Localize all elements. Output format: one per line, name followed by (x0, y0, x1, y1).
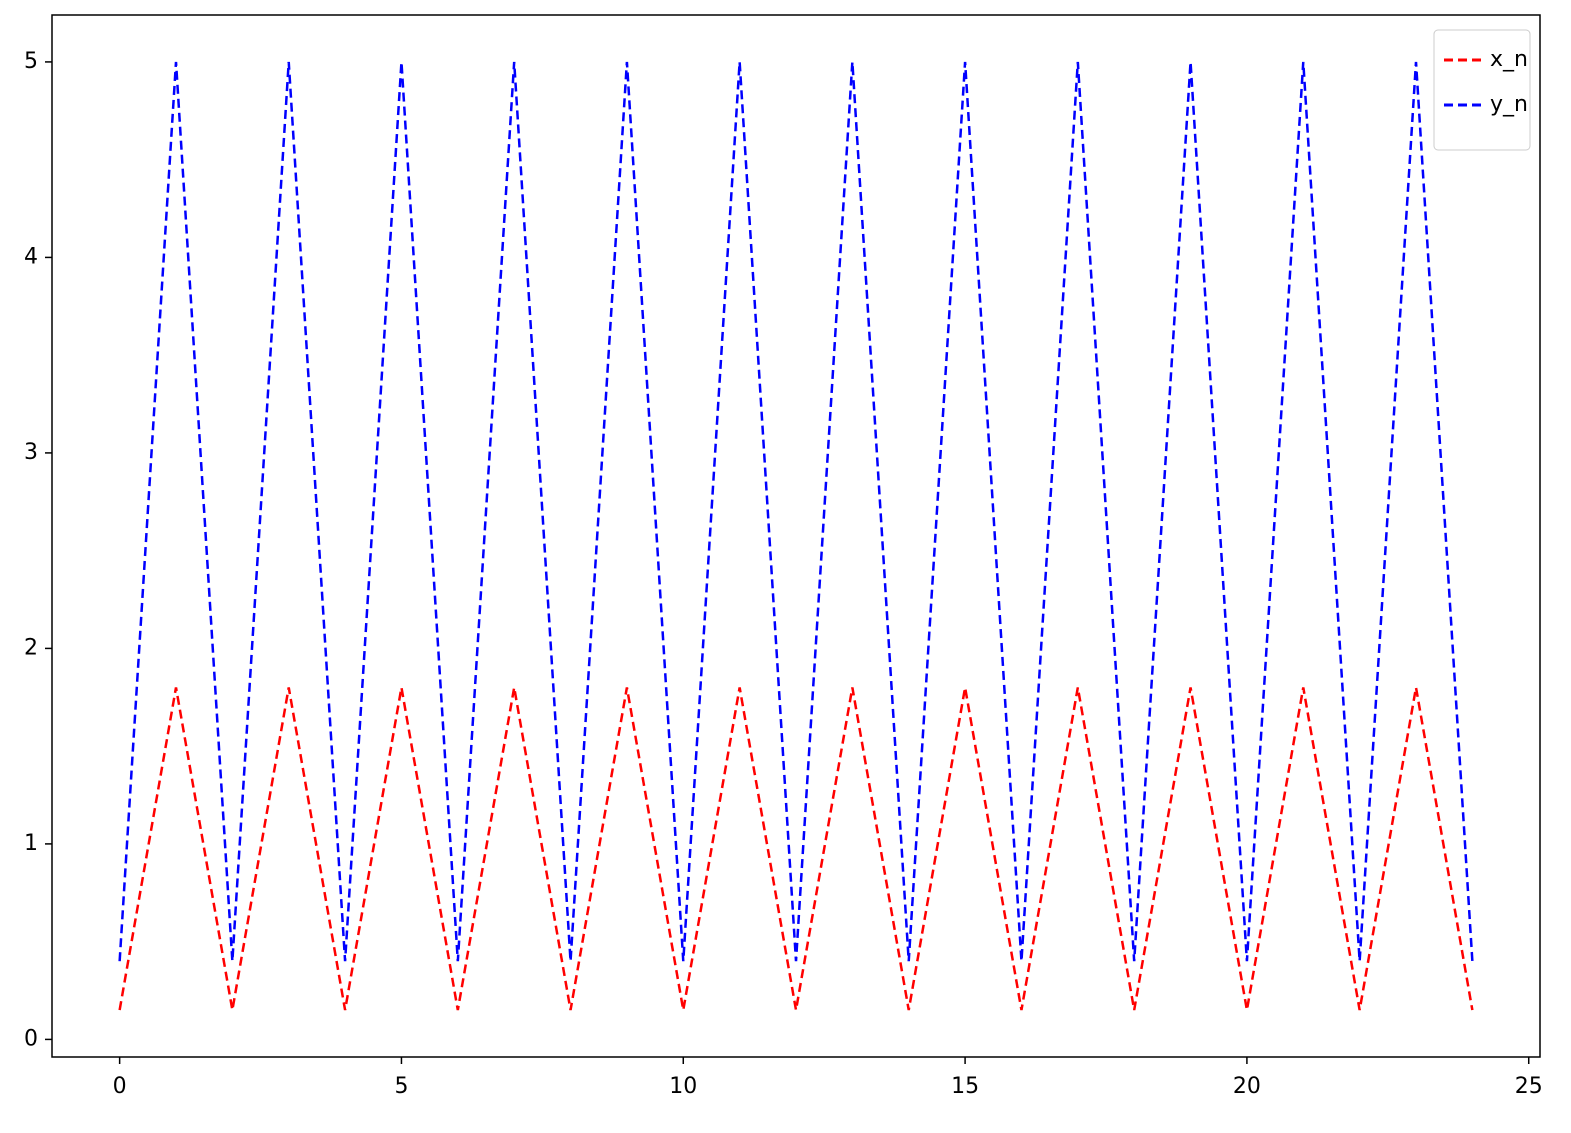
data-line (118, 61, 1474, 962)
x-tick-label: 0 (113, 1074, 127, 1099)
data-line (118, 687, 1474, 1011)
y-tick-label: 4 (24, 244, 38, 269)
x-tick-label: 25 (1515, 1074, 1543, 1099)
legend-label: x_n (1490, 47, 1528, 72)
x-tick-label: 15 (951, 1074, 979, 1099)
x-tick-label: 5 (394, 1074, 408, 1099)
y-tick-label: 5 (24, 49, 38, 74)
y-tick-label: 3 (24, 440, 38, 465)
x-tick-label: 20 (1233, 1074, 1261, 1099)
y-tick-label: 0 (24, 1026, 38, 1051)
y-tick-label: 2 (24, 635, 38, 660)
y-tick-label: 1 (24, 831, 38, 856)
legend-label: y_n (1490, 92, 1528, 117)
plot-frame (51, 14, 1541, 1058)
x-tick-label: 10 (669, 1074, 697, 1099)
